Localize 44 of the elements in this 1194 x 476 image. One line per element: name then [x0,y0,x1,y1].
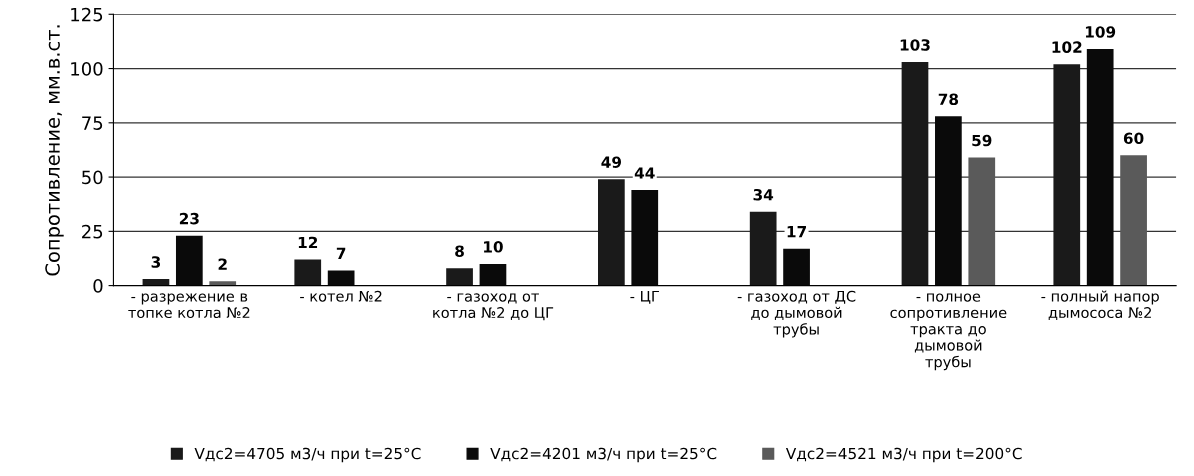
legend-label: Vдс2=4521 м3/ч при t=200°C [785,447,1022,463]
data-label: 7 [336,247,346,259]
y-tick-label: 75 [82,116,103,130]
bar [749,211,777,286]
x-tick-label: - полный напор дымососа №2 [1041,290,1159,320]
data-label: 12 [298,236,318,249]
y-tick-label: 125 [71,7,103,22]
bar [1053,64,1081,286]
bar [901,62,929,286]
y-axis-title: Сопротивление, мм.в.ст. [45,25,64,276]
data-label: 17 [787,226,806,238]
data-label: 78 [938,93,959,105]
data-label: 34 [753,188,774,201]
x-tick-label: - разрежение в топке котла №2 [128,293,250,319]
data-label: 2 [218,258,227,270]
data-label: 10 [484,241,503,253]
bar [1120,155,1147,286]
bar [209,281,237,286]
bar [446,268,473,286]
data-label: 103 [900,39,930,51]
data-label: 59 [972,134,992,147]
x-tick-label: - ЦГ [630,290,659,304]
y-tick-label: 0 [93,279,103,293]
bar [968,157,996,286]
x-tick-label: - котел №2 [300,290,382,302]
data-label: 44 [634,167,655,179]
data-label: 3 [151,256,161,268]
data-label: 60 [1123,132,1144,145]
data-label: 109 [1085,26,1116,38]
x-tick-label: - газоход от котла №2 до ЦГ [433,293,554,321]
legend-label: Vдс2=4201 м3/ч при t=25°C [490,447,717,463]
data-label: 8 [455,245,464,257]
y-tick-label: 100 [71,62,103,76]
data-label: 102 [1052,41,1082,53]
data-label: 23 [179,212,199,225]
data-label: 49 [601,156,622,168]
x-tick-label: - полное сопротивление тракта до дымовой трубы [890,293,1007,371]
bar [294,259,322,286]
y-tick-label: 25 [82,224,103,239]
x-tick-label: - газоход от ДС до дымовой трубы [737,290,856,338]
y-tick-label: 50 [82,170,103,185]
legend-label: Vдс2=4705 м3/ч при t=25°C [194,447,421,463]
bar [598,179,625,286]
bar [142,279,170,286]
